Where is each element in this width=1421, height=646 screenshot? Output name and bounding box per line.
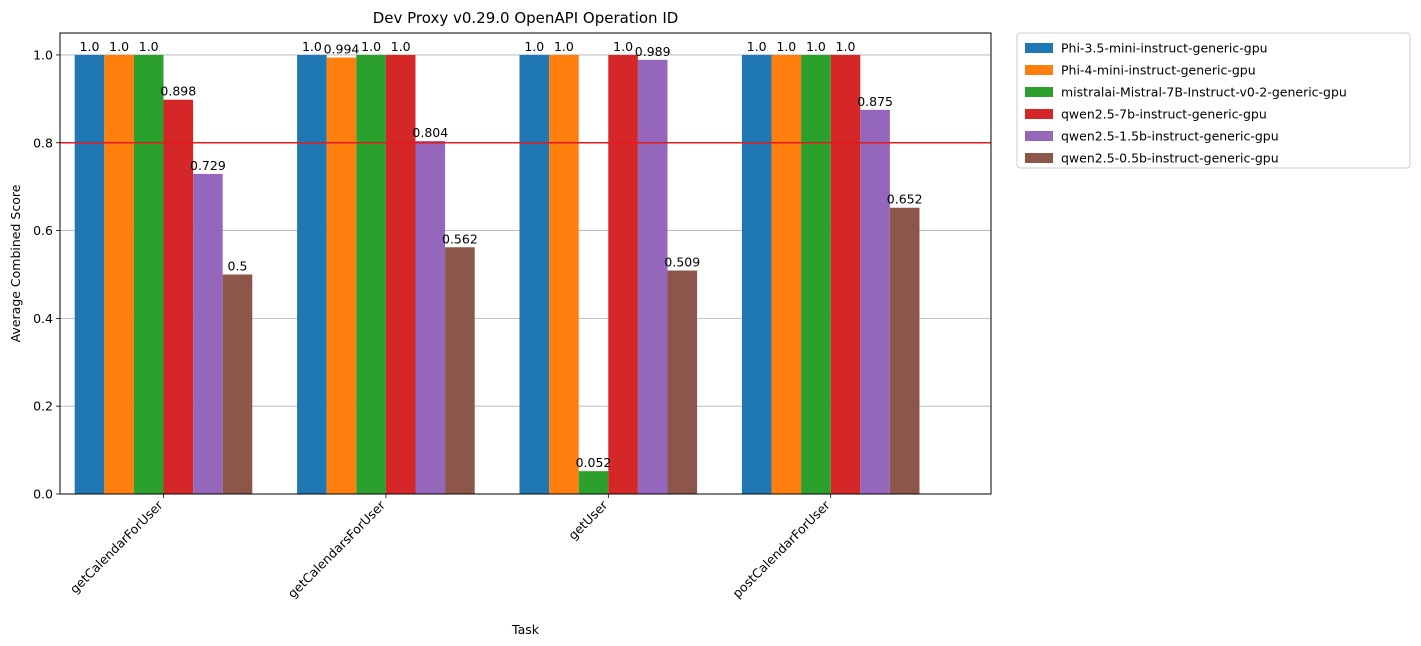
legend-swatch (1025, 131, 1053, 141)
data-label: 0.052 (576, 455, 612, 470)
data-label: 1.0 (776, 39, 796, 54)
x-tick-label: getCalendarForUser (67, 497, 166, 596)
bar (801, 54, 831, 494)
bar (578, 471, 609, 494)
bar (771, 54, 802, 494)
y-tick-label: 0.0 (33, 487, 53, 502)
y-axis-title: Average Combined Score (8, 184, 23, 342)
data-label: 0.994 (324, 42, 360, 57)
data-label: 1.0 (747, 39, 767, 54)
legend-entry: qwen2.5-0.5b-instruct-generic-gpu (1061, 151, 1279, 166)
bar (133, 54, 164, 494)
data-label: 0.804 (412, 125, 448, 140)
y-tick-label: 0.8 (33, 135, 53, 150)
bar (385, 54, 416, 494)
data-label: 0.5 (228, 258, 248, 273)
legend-entry: Phi-4-mini-instruct-generic-gpu (1061, 63, 1256, 78)
bar (104, 54, 134, 494)
data-label: 0.729 (190, 158, 226, 173)
bar (667, 270, 698, 494)
data-label: 1.0 (613, 39, 633, 54)
y-axis: 0.0 0.2 0.4 0.6 0.8 1.0 (33, 47, 60, 502)
data-label: 1.0 (361, 39, 381, 54)
bar (222, 274, 253, 494)
x-axis: getCalendarForUser getCalendarsForUser get… (67, 494, 833, 601)
bar (830, 54, 861, 494)
bar (608, 54, 638, 494)
legend-swatch (1025, 65, 1053, 75)
data-label: 1.0 (109, 39, 129, 54)
data-label: 1.0 (302, 39, 322, 54)
bar (741, 54, 772, 494)
bars (74, 54, 920, 495)
data-label: 0.989 (635, 44, 671, 59)
bar (326, 57, 357, 494)
bar (445, 247, 475, 494)
chart-title: Dev Proxy v0.29.0 OpenAPI Operation ID (373, 9, 679, 27)
data-label: 1.0 (524, 39, 544, 54)
bar (297, 54, 327, 494)
data-label: 1.0 (806, 39, 826, 54)
data-label: 0.509 (664, 255, 700, 270)
legend-entry: qwen2.5-1.5b-instruct-generic-gpu (1061, 129, 1279, 144)
legend-swatch (1025, 87, 1053, 97)
data-label: 0.875 (857, 94, 893, 109)
data-label: 0.898 (160, 84, 196, 99)
data-label: 1.0 (836, 39, 856, 54)
legend-swatch (1025, 109, 1053, 119)
bar (74, 54, 105, 494)
y-tick-label: 0.2 (33, 399, 53, 414)
bar (163, 99, 194, 495)
y-tick-label: 0.6 (33, 223, 53, 238)
legend-entry: qwen2.5-7b-instruct-generic-gpu (1061, 107, 1267, 122)
bar (356, 54, 386, 494)
bar (519, 54, 550, 494)
bar (889, 207, 920, 494)
legend-swatch (1025, 43, 1053, 53)
x-tick-label: getCalendarsForUser (285, 497, 389, 601)
bar (860, 109, 890, 494)
legend-swatch (1025, 153, 1053, 163)
legend-entry: Phi-3.5-mini-instruct-generic-gpu (1061, 41, 1268, 56)
y-tick-label: 0.4 (33, 311, 53, 326)
y-tick-label: 1.0 (33, 47, 53, 62)
data-label: 1.0 (391, 39, 411, 54)
x-tick-label: postCalendarForUser (729, 497, 833, 601)
data-label: 1.0 (554, 39, 574, 54)
data-label: 0.562 (442, 231, 478, 246)
plot-frame (59, 32, 992, 495)
bar (637, 59, 668, 494)
legend: Phi-3.5-mini-instruct-generic-gpu Phi-4-m… (1016, 32, 1411, 169)
data-label: 0.652 (887, 192, 923, 207)
data-label: 1.0 (80, 39, 100, 54)
legend-entry: mistralai-Mistral-7B-Instruct-v0-2-gener… (1061, 85, 1347, 100)
data-label: 1.0 (139, 39, 159, 54)
bar (549, 54, 579, 494)
x-axis-title: Task (511, 622, 540, 637)
legend-box (1016, 32, 1411, 169)
bar (193, 173, 223, 495)
x-tick-label: getUser (565, 497, 611, 543)
bar (415, 141, 446, 494)
